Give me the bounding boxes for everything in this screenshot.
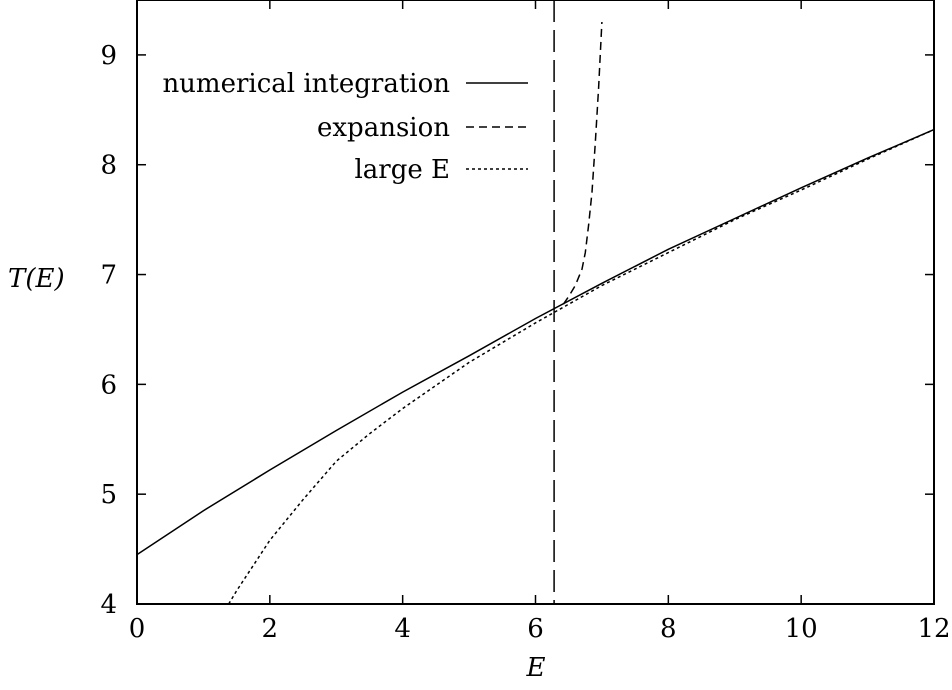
y-tick-label: 4 bbox=[100, 590, 117, 620]
y-tick-label: 9 bbox=[100, 41, 117, 71]
series-line-3 bbox=[228, 128, 935, 605]
x-tick-label: 0 bbox=[129, 614, 146, 644]
x-tick-label: 12 bbox=[917, 614, 950, 644]
legend: numerical integration expansion large E bbox=[162, 69, 528, 185]
y-tick-label: 6 bbox=[100, 370, 117, 400]
y-tick-label: 7 bbox=[100, 261, 117, 291]
legend-label-3: large E bbox=[354, 155, 450, 185]
legend-label-1: numerical integration bbox=[162, 69, 450, 99]
series-layer bbox=[136, 21, 935, 605]
series-line-1 bbox=[136, 128, 935, 556]
x-tick-label: 8 bbox=[660, 614, 677, 644]
x-tick-label: 2 bbox=[262, 614, 279, 644]
y-tick-label: 5 bbox=[100, 480, 117, 510]
ticks bbox=[136, 0, 935, 605]
y-axis-label: T(E) bbox=[8, 264, 65, 294]
legend-label-2: expansion bbox=[317, 113, 450, 143]
x-tick-label: 4 bbox=[394, 614, 411, 644]
x-tick-label: 6 bbox=[527, 614, 544, 644]
x-axis-label: E bbox=[526, 653, 546, 683]
x-tick-label: 10 bbox=[785, 614, 818, 644]
tick-labels: 0 2 4 6 8 10 12 4 5 6 7 8 9 bbox=[100, 41, 950, 644]
y-tick-label: 8 bbox=[100, 151, 117, 181]
series-line-2 bbox=[562, 21, 603, 305]
